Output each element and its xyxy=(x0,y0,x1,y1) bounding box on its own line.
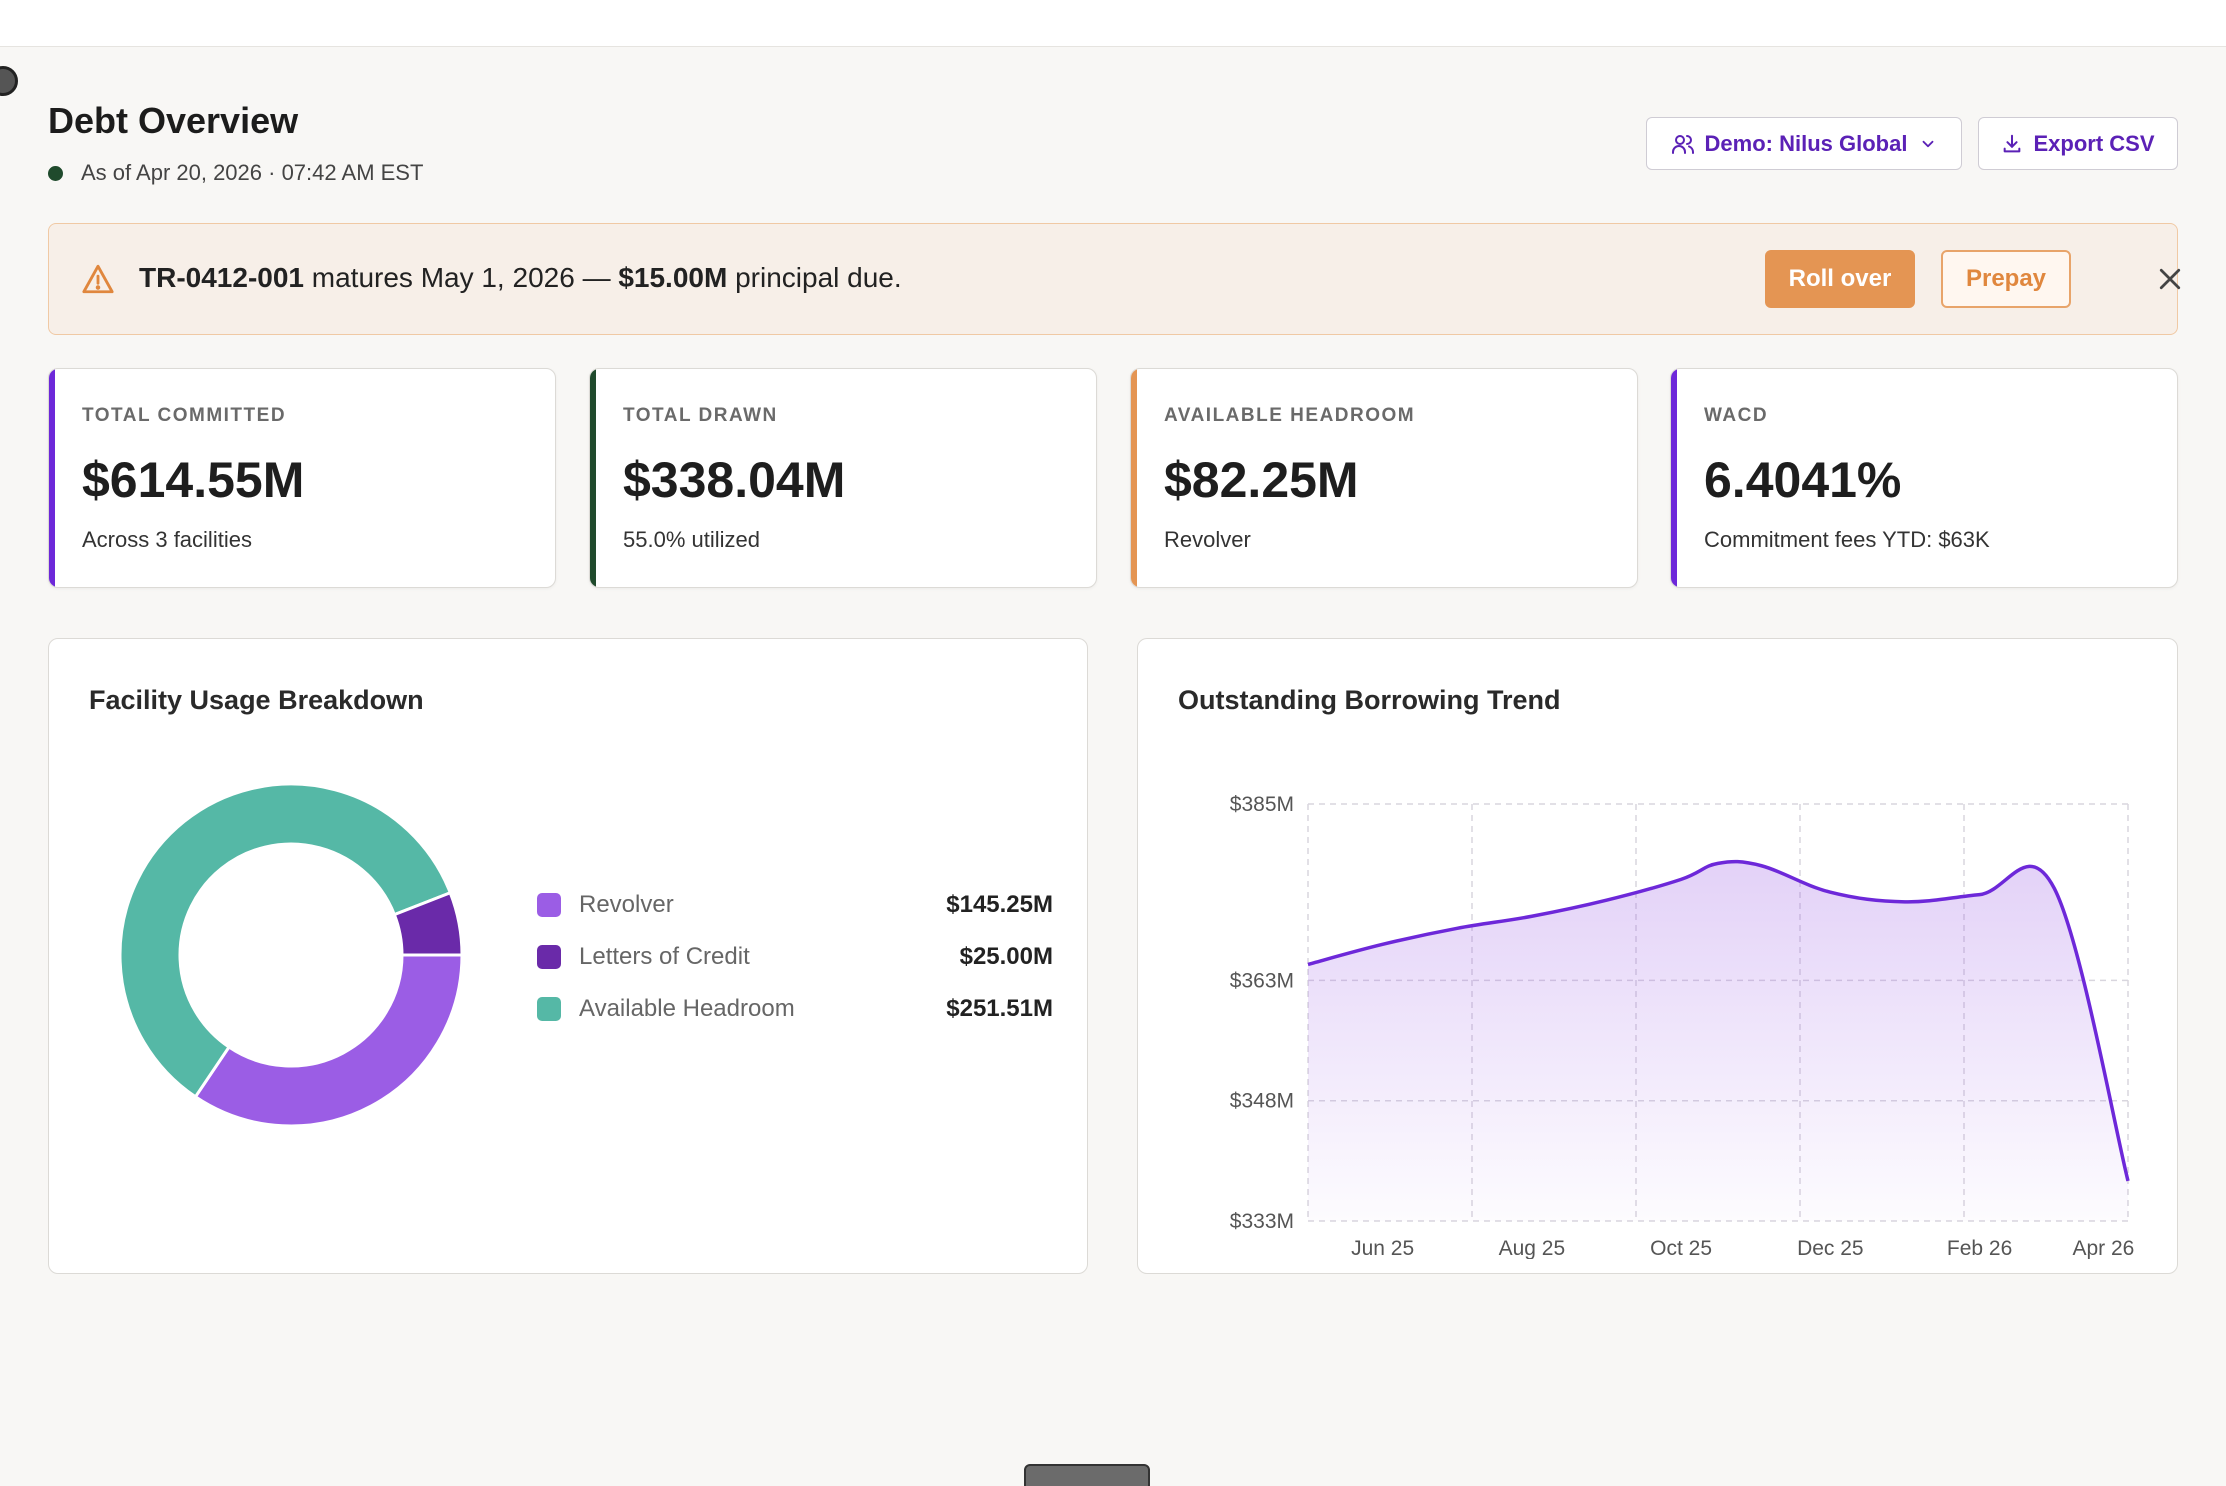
export-csv-label: Export CSV xyxy=(2033,130,2155,156)
demo-entity-dropdown[interactable]: Demo: Nilus Global xyxy=(1646,117,1962,170)
y-tick-label: $348M xyxy=(1230,1090,1294,1113)
collapse-handle[interactable] xyxy=(0,66,18,96)
legend-item: Available Headroom $251.51M xyxy=(537,991,1053,1043)
warning-icon xyxy=(82,264,114,294)
y-tick-label: $333M xyxy=(1230,1210,1294,1233)
trend-area-fill xyxy=(1308,861,2128,1221)
legend-swatch xyxy=(537,997,561,1021)
donut-slice-revolver[interactable] xyxy=(193,953,464,1128)
x-tick-label: Oct 25 xyxy=(1650,1237,1712,1259)
kpi-card-total-drawn: TOTAL DRAWN $338.04M 55.0% utilized xyxy=(589,368,1097,588)
facility-donut-chart xyxy=(118,782,464,1128)
kpi-label: TOTAL COMMITTED xyxy=(82,405,287,426)
kpi-subtext: 55.0% utilized xyxy=(623,527,760,552)
alert-message: TR-0412-001 matures May 1, 2026 — $15.00… xyxy=(139,262,902,294)
legend-item: Letters of Credit $25.00M xyxy=(537,939,1053,991)
kpi-label: WACD xyxy=(1704,405,1769,426)
kpi-value: 6.4041% xyxy=(1704,452,1902,508)
demo-entity-label: Demo: Nilus Global xyxy=(1704,130,1908,156)
alert-facility-id: TR-0412-001 xyxy=(139,262,304,293)
legend-label: Available Headroom xyxy=(579,995,795,1022)
users-icon xyxy=(1671,134,1694,154)
chevron-down-icon xyxy=(1923,140,1934,147)
alert-middle-text: matures May 1, 2026 — xyxy=(303,262,619,293)
facility-usage-title: Facility Usage Breakdown xyxy=(89,685,424,715)
facility-usage-panel: Facility Usage Breakdown Revolver $145.25… xyxy=(48,638,1088,1274)
kpi-subtext: Revolver xyxy=(1164,527,1251,552)
legend-item: Revolver $145.25M xyxy=(537,887,1053,939)
kpi-subtext: Commitment fees YTD: $63K xyxy=(1704,527,1990,552)
kpi-value: $82.25M xyxy=(1164,452,1359,508)
close-icon[interactable] xyxy=(2155,264,2185,294)
legend-value: $145.25M xyxy=(946,891,1053,918)
status-dot-icon xyxy=(48,165,63,181)
maturity-alert-banner: TR-0412-001 matures May 1, 2026 — $15.00… xyxy=(48,223,2181,335)
kpi-accent-bar xyxy=(49,369,55,587)
borrowing-trend-chart: $333M $348M $363M $385M Jun 25 Aug 25 Oct 25 De… xyxy=(1230,793,2135,1259)
borrowing-trend-panel: Outstanding Borrowing Trend $333M $348M $3… xyxy=(1137,638,2178,1274)
y-tick-label: $385M xyxy=(1230,793,1294,816)
prepay-button[interactable]: Prepay xyxy=(1941,250,2071,308)
kpi-accent-bar xyxy=(1671,369,1677,587)
legend-value: $251.51M xyxy=(946,995,1053,1022)
trend-series-line[interactable] xyxy=(1307,859,2130,1182)
bottom-drawer-tab[interactable] xyxy=(1024,1464,1150,1486)
as-of-text: As of Apr 20, 2026 · 07:42 AM EST xyxy=(81,160,424,185)
x-tick-label: Feb 26 xyxy=(1947,1237,2012,1259)
kpi-accent-bar xyxy=(1131,369,1137,587)
x-tick-label: Apr 26 xyxy=(2072,1237,2134,1259)
facility-legend: Revolver $145.25M Letters of Credit $25.00M… xyxy=(537,887,1053,1043)
top-bar xyxy=(0,0,2226,47)
kpi-card-available-headroom: AVAILABLE HEADROOM $82.25M Revolver xyxy=(1130,368,1638,588)
kpi-value: $338.04M xyxy=(623,452,846,508)
borrowing-trend-title: Outstanding Borrowing Trend xyxy=(1178,685,1561,715)
as-of-timestamp: As of Apr 20, 2026 · 07:42 AM EST xyxy=(48,160,423,186)
donut-slice-available-headroom[interactable] xyxy=(118,782,453,1099)
y-tick-label: $363M xyxy=(1230,969,1294,992)
alert-end-text: principal due. xyxy=(727,262,902,293)
alert-amount: $15.00M xyxy=(618,262,728,293)
legend-swatch xyxy=(537,893,561,917)
kpi-card-wacd: WACD 6.4041% Commitment fees YTD: $63K xyxy=(1670,368,2178,588)
roll-over-button[interactable]: Roll over xyxy=(1765,250,1915,308)
kpi-subtext: Across 3 facilities xyxy=(82,527,252,552)
page-title: Debt Overview xyxy=(48,100,299,141)
legend-label: Letters of Credit xyxy=(579,943,750,970)
legend-value: $25.00M xyxy=(959,943,1053,970)
x-tick-label: Dec 25 xyxy=(1797,1237,1864,1259)
x-tick-label: Jun 25 xyxy=(1351,1237,1414,1259)
kpi-label: AVAILABLE HEADROOM xyxy=(1164,405,1416,426)
legend-label: Revolver xyxy=(579,891,674,918)
legend-swatch xyxy=(537,945,561,969)
kpi-card-total-committed: TOTAL COMMITTED $614.55M Across 3 facili… xyxy=(48,368,556,588)
x-tick-label: Aug 25 xyxy=(1499,1237,1566,1259)
kpi-label: TOTAL DRAWN xyxy=(623,405,778,426)
download-icon xyxy=(2004,134,2021,152)
kpi-accent-bar xyxy=(590,369,596,587)
export-csv-button[interactable]: Export CSV xyxy=(1978,117,2178,170)
donut-slice-letters-of-credit[interactable] xyxy=(392,890,464,957)
kpi-value: $614.55M xyxy=(82,452,305,508)
